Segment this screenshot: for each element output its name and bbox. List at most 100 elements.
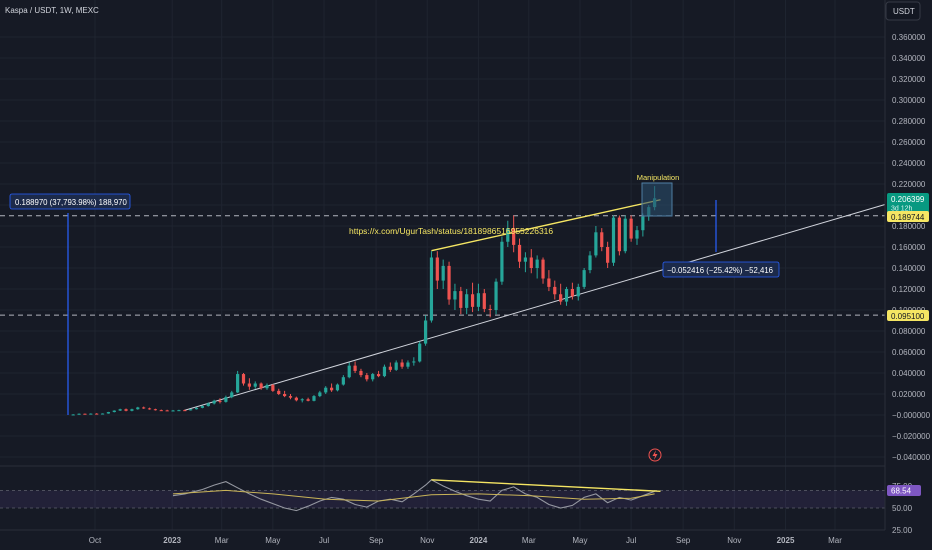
candle <box>212 399 216 405</box>
candle-body <box>177 410 181 412</box>
candle-body <box>277 390 281 394</box>
candle-body <box>482 293 486 309</box>
candle-body <box>230 392 234 398</box>
candle <box>606 241 610 268</box>
candle-body <box>212 400 216 404</box>
candle <box>418 341 422 363</box>
link-annotation[interactable]: https://x.com/UgurTash/status/1818986516… <box>349 226 553 236</box>
candle <box>453 283 457 310</box>
candle <box>83 413 87 415</box>
candle <box>236 370 240 393</box>
candle-body <box>259 383 263 389</box>
candlesticks <box>71 186 657 416</box>
upper-level-badge-text: 0.189744 <box>891 213 925 222</box>
rsi-divergence-line[interactable] <box>431 479 661 492</box>
candle-body <box>206 403 210 407</box>
lightning-icon[interactable] <box>648 448 662 462</box>
candle-body <box>582 270 586 287</box>
candle-body <box>106 412 111 414</box>
time-tick-label: Sep <box>676 536 691 545</box>
candle-body <box>100 413 105 415</box>
candle-body <box>441 265 445 281</box>
rsi-ma-line <box>172 489 655 502</box>
candle <box>412 357 416 366</box>
horizontal-levels <box>0 215 885 316</box>
candle-body <box>306 399 310 401</box>
candle-body <box>241 374 246 384</box>
candle <box>153 408 158 411</box>
rsi-band <box>0 490 885 508</box>
candle <box>106 411 111 414</box>
measure-up-box[interactable] <box>9 193 131 210</box>
candle-body <box>341 377 345 385</box>
currency-button[interactable] <box>885 1 921 21</box>
candle <box>576 283 580 301</box>
candle <box>529 249 533 274</box>
candle-body <box>547 278 551 287</box>
lower-level-badge-text: 0.095100 <box>891 312 925 321</box>
candle-body <box>541 259 545 279</box>
candle-body <box>382 366 387 377</box>
candle <box>500 236 504 285</box>
price-tick-label: 0.220000 <box>892 180 926 189</box>
current-price-countdown: 3d 12h <box>891 206 913 213</box>
candle-body <box>641 216 645 231</box>
candle-body <box>271 385 275 391</box>
candle-body <box>494 281 498 310</box>
candle-body <box>353 365 357 371</box>
symbol-title[interactable]: Kaspa / USDT, 1W, MEXC <box>5 6 99 15</box>
time-axis[interactable]: Oct 2023 Mar May Jul Sep Nov 2024 Mar May Jul Sep No… <box>0 529 885 545</box>
manipulation-box[interactable] <box>641 182 673 217</box>
time-tick-label: Mar <box>522 536 536 545</box>
candle <box>112 410 116 413</box>
time-tick-label: Sep <box>369 536 384 545</box>
candle <box>324 386 328 394</box>
candle <box>517 238 522 268</box>
candle <box>189 408 193 411</box>
price-axis[interactable]: −0.040000 −0.020000 −0.000000 0.020000 0.040… <box>884 0 931 535</box>
candle <box>183 409 187 412</box>
candle-body <box>523 257 528 262</box>
candle-body <box>570 289 574 297</box>
time-tick-label: Mar <box>828 536 842 545</box>
candle <box>470 282 475 313</box>
candle-body <box>335 384 340 391</box>
candle-body <box>553 286 557 295</box>
upper-level-badge <box>887 211 929 222</box>
candle <box>447 261 451 305</box>
candle <box>459 286 463 315</box>
measure-up-label: 0.188970 (37,793.98%) 188,970 <box>15 198 128 207</box>
candle-body <box>312 396 316 401</box>
candle <box>142 406 146 409</box>
candle <box>353 361 357 373</box>
candle <box>623 215 627 254</box>
candle <box>265 383 269 390</box>
candle <box>71 414 75 416</box>
candle <box>553 280 557 300</box>
time-tick-label: Mar <box>215 536 229 545</box>
candle <box>177 409 181 412</box>
candle-body <box>606 247 610 263</box>
time-tick-label: Nov <box>420 536 434 545</box>
candle-body <box>406 362 410 367</box>
candle <box>476 283 481 312</box>
channel-top-trendline[interactable] <box>431 199 661 252</box>
candle-body <box>488 308 492 310</box>
measure-down-box[interactable] <box>662 261 780 278</box>
lower-level-badge <box>887 310 929 321</box>
candle-body <box>183 410 187 412</box>
candle-body <box>247 383 251 387</box>
candle-body <box>371 374 375 380</box>
candle <box>371 373 375 382</box>
rsi-line <box>172 479 655 512</box>
support-trendline[interactable] <box>184 203 886 411</box>
candle <box>376 370 381 378</box>
candle-body <box>224 397 228 402</box>
price-tick-label: 0.140000 <box>892 264 926 273</box>
candle-body <box>400 362 404 367</box>
price-tick-label: −0.000000 <box>892 411 931 420</box>
candle <box>200 405 204 409</box>
candle <box>382 364 387 378</box>
candle-body <box>629 218 633 239</box>
